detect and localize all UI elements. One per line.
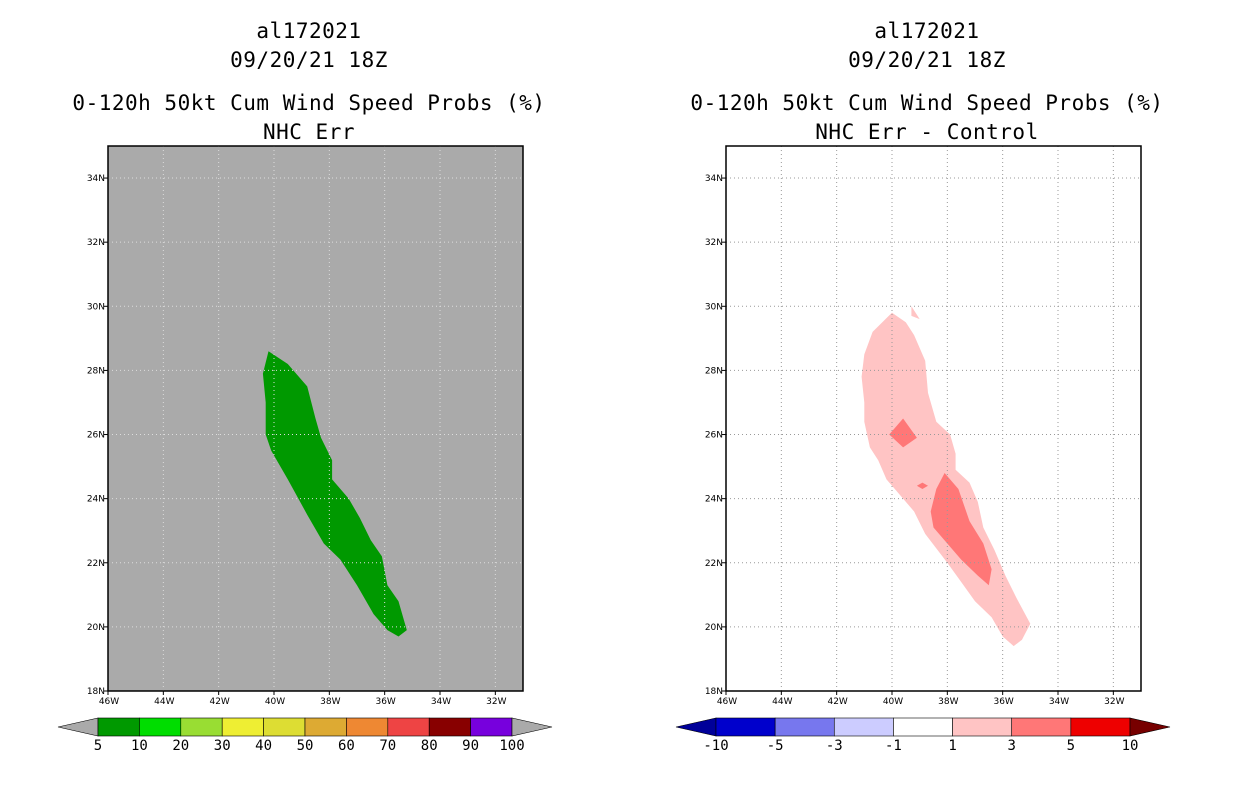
colorbar-label: 60 [338,738,355,754]
y-tick-label: 28N [87,366,105,376]
left-map-panel: 46W 44W 42W 40W 38W 36W 34W 32W 18N 20N 22N 24N 26N 2… [87,145,524,707]
y-tick-label: 32N [705,238,723,248]
colorbar-swatch-6 [346,717,389,737]
colorbar-label: 70 [379,738,396,754]
colorbar-swatch-4 [952,717,1013,737]
x-tick-label: 38W [938,697,958,707]
y-tick-label: 20N [87,623,105,633]
colorbar-above-arrow [1129,717,1171,737]
colorbar-label: -1 [885,738,902,754]
contour-region-3-5-4 [916,482,928,489]
colorbar-label: 10 [1122,738,1139,754]
x-tick-label: 32W [486,697,506,707]
y-tick-label: 30N [705,302,723,312]
y-tick-label: 20N [705,623,723,633]
y-tick-label: 24N [87,495,105,505]
x-tick-label: 32W [1104,697,1124,707]
left-panel-title: al172021 09/20/21 18Z 0-120h 50kt Cum Wi… [9,17,609,147]
x-tick-label: 46W [717,697,737,707]
x-tick-label: 38W [320,697,340,707]
y-tick-label: 18N [705,687,723,697]
colorbar-label: 10 [131,738,148,754]
colorbar-swatch-3 [893,717,953,737]
x-tick-label: 44W [154,697,174,707]
colorbar-swatch-0 [97,717,140,737]
colorbar-label: -10 [703,738,728,754]
y-tick-label: 24N [705,495,723,505]
x-tick-label: 42W [209,697,229,707]
colorbar-label: 100 [499,738,524,754]
colorbar-swatch-3 [221,717,264,737]
colorbar-swatch-5 [1011,717,1072,737]
x-tick-label: 42W [827,697,847,707]
colorbar-label: 40 [255,738,272,754]
colorbar-swatch-4 [263,717,306,737]
colorbar-label: 5 [94,738,102,754]
colorbar-label: 20 [172,738,189,754]
x-tick-label: 34W [431,697,451,707]
colorbar-swatch-2 [180,717,223,737]
y-tick-label: 18N [87,687,105,697]
colorbar-below-arrow [57,717,99,737]
colorbar-label: -3 [826,738,843,754]
right-panel-title: al172021 09/20/21 18Z 0-120h 50kt Cum Wi… [627,17,1227,147]
y-tick-label: 30N [87,302,105,312]
colorbar-swatch-2 [833,717,894,737]
colorbar-label: 3 [1007,738,1015,754]
contour-region-3-5-3 [889,418,917,448]
colorbar-swatch-9 [470,717,513,737]
left-storm-id: al172021 [256,19,362,43]
right-product-title: 0-120h 50kt Cum Wind Speed Probs (%) [690,91,1164,115]
x-tick-label: 34W [1049,697,1069,707]
x-tick-label: 40W [883,697,903,707]
contour-region-5-10-0 [262,351,407,637]
colorbar-label: 5 [1067,738,1075,754]
left-subtitle: NHC Err [262,120,355,144]
map-frame [107,145,524,692]
left-colorbar: 5 10 20 30 40 50 60 70 80 90 100 [57,717,553,754]
colorbar-swatch-5 [304,717,347,737]
left-product-title: 0-120h 50kt Cum Wind Speed Probs (%) [72,91,546,115]
contour-region-1-3-1 [911,306,920,320]
y-tick-label: 32N [87,238,105,248]
colorbar-label: 30 [214,738,231,754]
colorbar-swatch-0 [715,717,776,737]
right-colorbar: -10 -5 -3 -1 1 3 5 10 [675,717,1171,754]
x-tick-label: 36W [993,697,1013,707]
y-tick-label: 28N [705,366,723,376]
colorbar-label: -5 [767,738,784,754]
y-tick-label: 34N [87,174,105,184]
x-tick-label: 46W [99,697,119,707]
left-datetime: 09/20/21 18Z [230,48,388,72]
colorbar-label: 90 [462,738,479,754]
colorbar-swatch-1 [139,717,182,737]
y-tick-label: 34N [705,174,723,184]
colorbar-label: 1 [948,738,956,754]
colorbar-above-arrow [511,717,553,737]
colorbar-swatch-8 [428,717,471,737]
contour-region-3-5-2 [930,473,992,586]
y-tick-label: 22N [87,559,105,569]
right-subtitle: NHC Err - Control [815,120,1039,144]
x-tick-label: 36W [375,697,395,707]
colorbar-swatch-6 [1070,717,1131,737]
colorbar-below-arrow [675,717,717,737]
map-frame [725,145,1142,692]
y-tick-label: 22N [705,559,723,569]
y-tick-label: 26N [87,431,105,441]
right-map-panel: 46W 44W 42W 40W 38W 36W 34W 32W 18N 20N 22N 24N 26N 2… [705,145,1142,707]
colorbar-label: 80 [421,738,438,754]
x-tick-label: 40W [265,697,285,707]
colorbar-swatch-1 [774,717,835,737]
right-storm-id: al172021 [874,19,980,43]
y-tick-label: 26N [705,431,723,441]
colorbar-swatch-7 [387,717,430,737]
colorbar-label: 50 [297,738,314,754]
x-tick-label: 44W [772,697,792,707]
right-datetime: 09/20/21 18Z [848,48,1006,72]
